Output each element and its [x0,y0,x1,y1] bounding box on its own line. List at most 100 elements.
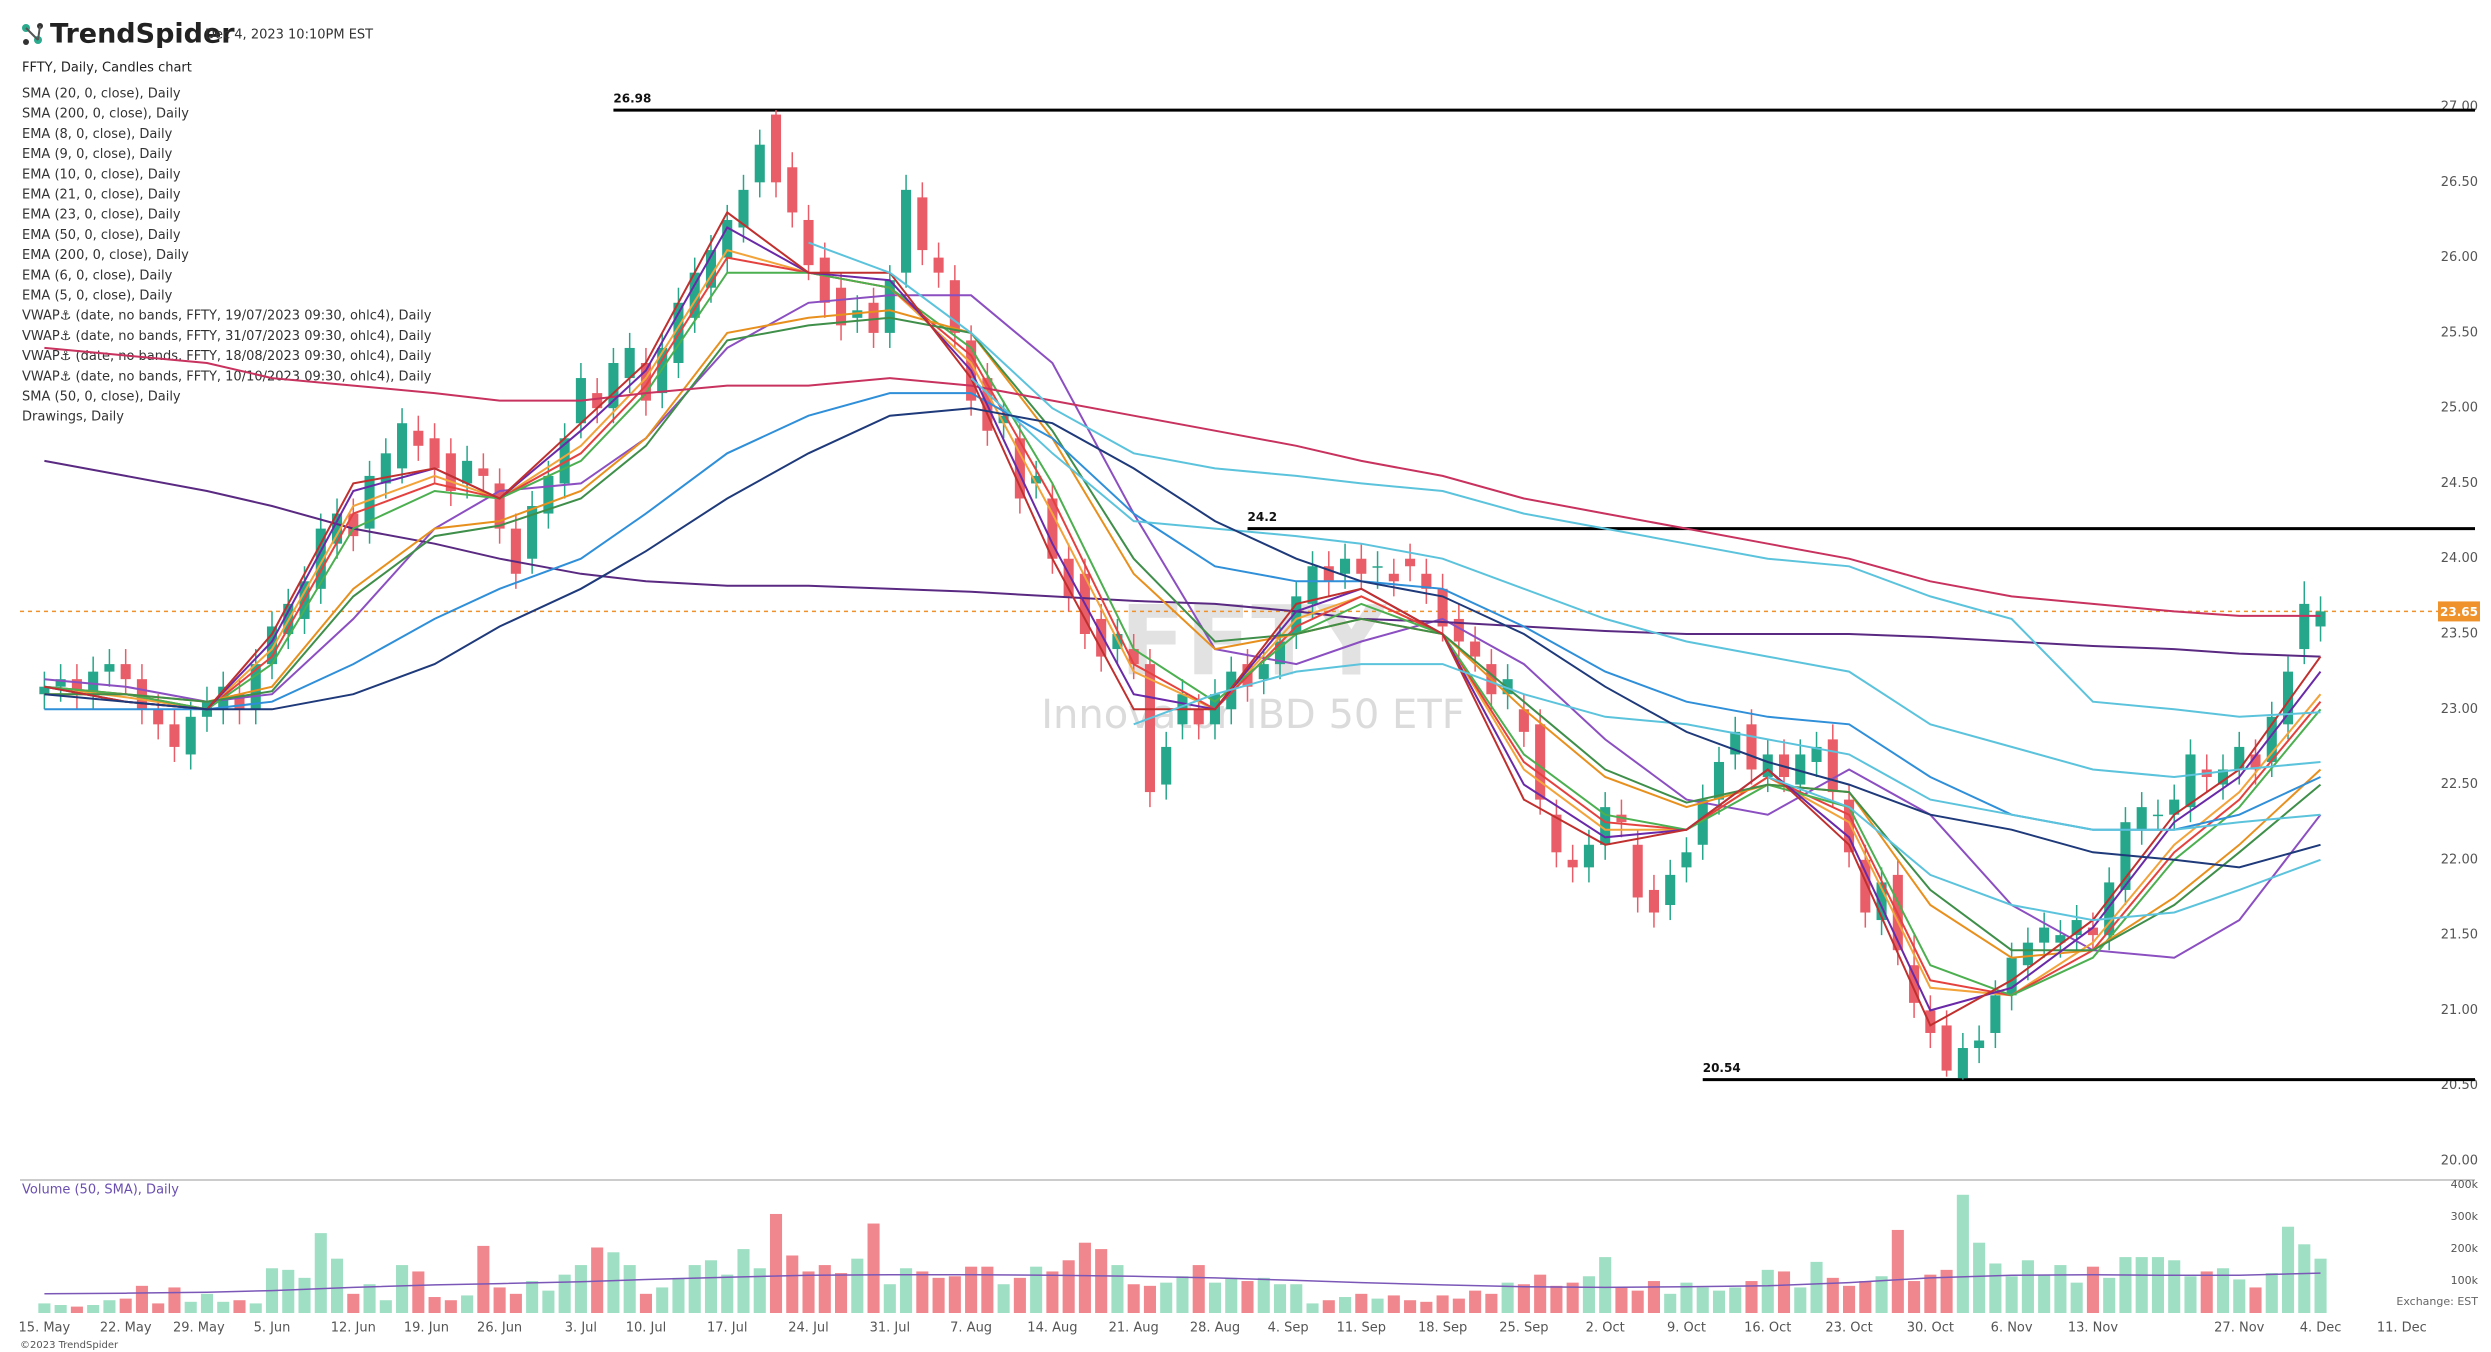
y-tick-label: 22.00 [2441,852,2478,867]
volume-bar [1111,1265,1124,1313]
level-label: 24.2 [1248,510,1278,524]
candle-body [185,716,196,755]
candle-body [754,144,765,183]
volume-bar [200,1293,214,1313]
volume-bar [542,1290,555,1313]
volume-bar [2314,1258,2327,1313]
candle-body [559,438,570,484]
indicator-line [44,256,2322,997]
y-tick-label: 26.00 [2441,250,2478,265]
candle-body [1957,1048,1968,1079]
candle-body [445,453,456,491]
x-tick-label: 11. Sep [1337,1321,1386,1336]
volume-bar [1615,1287,1628,1313]
volume-bar [1046,1271,1059,1313]
volume-bar [2086,1266,2099,1313]
x-tick-label: 27. Nov [2214,1321,2264,1336]
indicator-line [970,377,2321,779]
candle-body [705,250,717,288]
volume-tick-label: 200k [2451,1242,2479,1255]
candle-body [1713,761,1725,800]
volume-bar [1680,1282,1693,1313]
candle-body [527,506,538,559]
candle-body [1421,573,1432,589]
legend-entry: EMA (200, 0, close), Daily [22,248,189,263]
volume-bar [704,1260,718,1313]
volume-bar [932,1277,945,1313]
y-tick-label: 23.50 [2441,627,2478,642]
legend-entry: VWAP⚓ (date, no bands, FFTY, 10/10/2023 … [22,369,432,384]
x-tick-label: 3. Jul [565,1321,597,1336]
candle-body [689,272,700,318]
candle-body [998,415,1009,424]
volume-bar [1127,1284,1140,1313]
legend-entry: VWAP⚓ (date, no bands, FFTY, 18/08/2023 … [22,349,432,364]
indicator-line [44,271,2322,997]
candle-body [153,709,164,725]
x-tick-label: 9. Oct [1667,1321,1706,1336]
volume-bar [477,1245,490,1313]
volume-bar [1030,1266,1043,1313]
indicator-line [44,316,2322,952]
candle-body [2282,671,2294,725]
candle-body [462,460,473,484]
volume-bar [1355,1293,1368,1313]
volume-bar [1891,1229,1904,1313]
legend-entry: EMA (9, 0, close), Daily [22,147,173,162]
legend-entry: EMA (21, 0, close), Daily [22,188,181,203]
volume-bar [298,1277,311,1313]
volume-bar [2216,1268,2230,1313]
indicator-line [1767,776,2321,922]
volume-bar [656,1287,669,1313]
candle-body [104,664,115,672]
candle-body [1941,1025,1952,1071]
volume-bar [1989,1263,2002,1313]
volume-bar [916,1271,929,1313]
candle-body [1031,475,1042,484]
legend-entry: EMA (50, 0, close), Daily [22,228,181,243]
candle-body [1632,844,1643,898]
volume-bar [1745,1281,1758,1313]
candle-body [494,483,505,529]
candle-body [315,528,326,589]
volume-bar [1078,1242,1091,1313]
y-tick-label: 26.50 [2441,175,2478,190]
candle-body [1047,498,1058,559]
candle-body [55,679,66,687]
indicator-line [44,459,2321,658]
candle-body [1746,724,1757,770]
indicator-line [44,407,2321,869]
volume-bar [591,1247,604,1313]
volume-bar [672,1277,685,1313]
y-tick-label: 23.00 [2441,702,2478,717]
indicator-line [44,392,2321,831]
volume-bar [1208,1282,1222,1313]
legend-entry: SMA (200, 0, close), Daily [22,107,189,122]
volume-bar [2265,1273,2278,1313]
volume-bar [2054,1265,2067,1313]
volume-bar [1664,1293,1677,1313]
x-tick-label: 22. May [100,1321,152,1336]
volume-sma-line [44,1272,2321,1295]
y-tick-label: 21.50 [2441,928,2478,943]
volume-bar [1257,1277,1270,1313]
indicator-line [1133,663,2321,831]
volume-bar [526,1281,539,1313]
volume-bar [1826,1277,1839,1313]
candle-body [1518,709,1529,732]
x-tick-label: 11. Dec [2377,1321,2427,1336]
candle-body [1307,566,1318,604]
volume-bar [152,1303,165,1313]
candle-body [819,257,830,303]
volume-bar [818,1265,831,1313]
volume-bar [1062,1260,1075,1313]
candle-body [478,468,489,476]
candle-body [1372,566,1383,568]
level-label: 20.54 [1703,1061,1741,1075]
volume-tick-label: 400k [2451,1178,2479,1191]
candle-body [1405,558,1416,567]
volume-bar [835,1273,848,1313]
volume-bar [2281,1226,2295,1313]
volume-bar [1095,1249,1108,1313]
